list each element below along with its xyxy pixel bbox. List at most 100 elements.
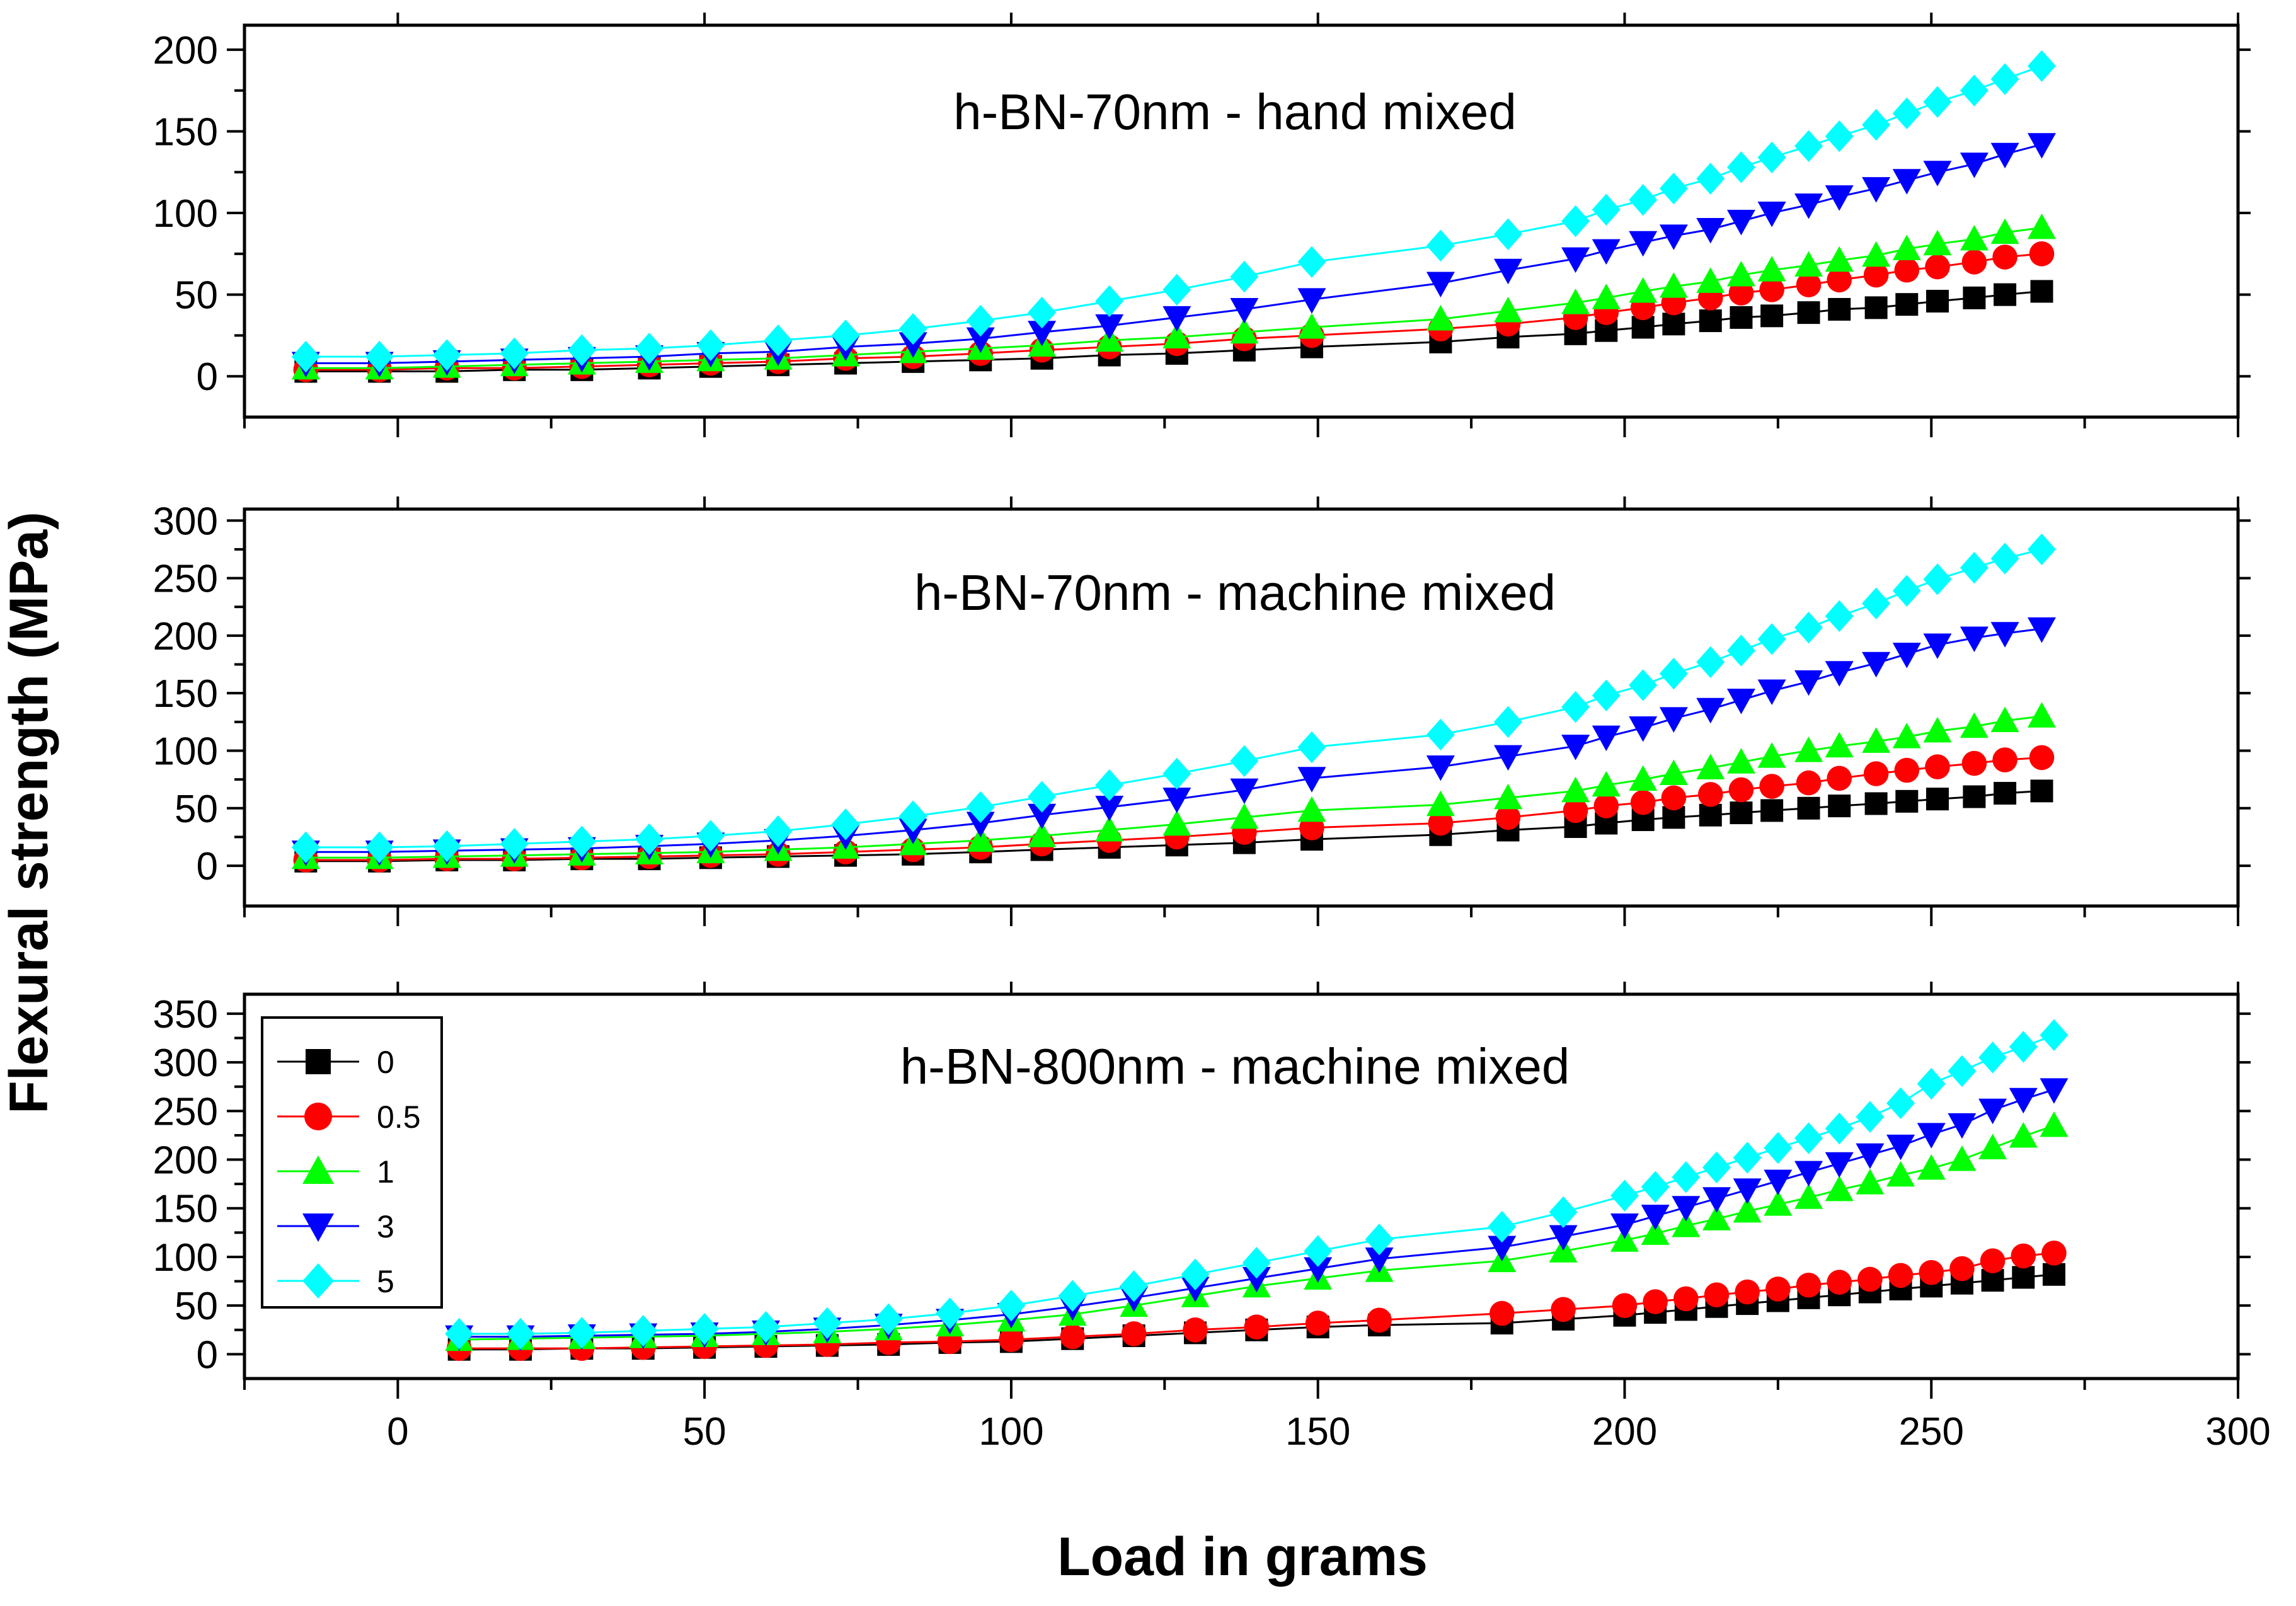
data-point — [1863, 262, 1889, 288]
data-point — [1923, 86, 1952, 118]
data-point — [1925, 754, 1950, 779]
data-point — [1672, 1212, 1701, 1237]
data-point — [1825, 120, 1854, 152]
data-point — [1696, 754, 1725, 779]
data-point — [1863, 761, 1889, 786]
data-point — [1825, 1175, 1854, 1202]
data-point — [2029, 745, 2055, 771]
data-point — [1990, 706, 2019, 732]
data-point — [1297, 767, 1326, 793]
y-tick-label: 250 — [153, 558, 218, 601]
data-point — [1992, 747, 2018, 772]
data-point — [1028, 822, 1057, 847]
data-point — [1961, 750, 1987, 776]
data-point — [1673, 1286, 1699, 1312]
data-point — [1730, 801, 1753, 825]
x-tick-label: 300 — [2205, 1410, 2270, 1454]
y-axis-title: Flexural strength (MPa) — [0, 512, 59, 1114]
data-point — [1794, 611, 1823, 644]
data-point — [2009, 1121, 2038, 1148]
data-point — [1856, 1143, 1885, 1169]
data-point — [1794, 1183, 1823, 1209]
data-point — [1960, 74, 1989, 106]
data-point — [432, 830, 461, 863]
data-point — [1892, 97, 1921, 130]
data-point — [1862, 241, 1891, 267]
data-point — [1702, 1151, 1731, 1184]
data-point — [1886, 1161, 1915, 1187]
data-point — [1978, 1133, 2007, 1159]
data-point — [1994, 283, 2017, 306]
data-point — [1892, 234, 1921, 261]
legend: 0 0.5 1 3 5 — [261, 1016, 443, 1309]
y-tick-label: 200 — [153, 29, 218, 72]
data-point — [898, 800, 927, 832]
data-point — [1726, 210, 1755, 236]
legend-marker — [302, 1213, 334, 1242]
data-point — [1726, 261, 1755, 287]
data-point — [1659, 707, 1688, 733]
data-point — [2011, 1243, 2036, 1269]
data-point — [1696, 267, 1725, 293]
data-point — [1923, 563, 1952, 595]
data-point — [1643, 1289, 1668, 1314]
y-tick-label: 300 — [153, 1041, 218, 1085]
data-point — [1561, 247, 1590, 273]
data-point — [1488, 1210, 1517, 1243]
data-point — [1592, 239, 1621, 265]
data-point — [1696, 163, 1725, 195]
data-point — [1659, 172, 1688, 205]
data-point — [1702, 1187, 1731, 1213]
data-point — [365, 340, 394, 373]
data-point — [629, 1315, 658, 1347]
data-point — [1862, 177, 1891, 203]
legend-label: 0.5 — [377, 1099, 421, 1135]
data-point — [1242, 1266, 1271, 1293]
data-point — [291, 831, 320, 864]
data-point — [696, 820, 725, 852]
y-tick-label: 150 — [153, 1188, 218, 1231]
data-point — [291, 340, 320, 373]
data-point — [2041, 1240, 2067, 1266]
series-5 — [291, 533, 2056, 864]
data-point — [1757, 256, 1786, 282]
data-point — [1764, 1190, 1793, 1216]
data-point — [2009, 1087, 2038, 1114]
data-point — [1561, 735, 1590, 760]
data-point — [1028, 803, 1057, 830]
data-point — [1696, 697, 1725, 724]
data-point — [1426, 755, 1455, 781]
data-point — [898, 332, 927, 358]
data-point — [1629, 231, 1658, 257]
data-point — [1592, 679, 1621, 712]
data-point — [2027, 133, 2056, 159]
y-tick-label: 100 — [153, 192, 218, 236]
data-point — [1857, 1266, 1883, 1292]
data-point — [1162, 323, 1191, 349]
data-point — [1759, 774, 1784, 799]
data-point — [1960, 712, 1989, 738]
data-point — [1699, 309, 1722, 333]
data-point — [1794, 130, 1823, 162]
data-point — [1304, 1235, 1333, 1267]
data-point — [1659, 759, 1688, 785]
data-point — [1862, 727, 1891, 753]
data-point — [966, 812, 995, 838]
data-point — [999, 1327, 1024, 1353]
data-point — [1661, 785, 1687, 811]
data-point — [1990, 142, 2019, 169]
plot-frame — [243, 23, 2240, 419]
y-tick-label: 100 — [153, 730, 218, 773]
data-point — [1892, 643, 1921, 668]
data-point — [1230, 260, 1259, 293]
data-point — [2029, 241, 2055, 267]
legend-marker — [304, 1103, 332, 1130]
data-point — [1960, 551, 1989, 584]
data-point — [1827, 766, 1852, 791]
data-point — [831, 319, 860, 352]
data-point — [1493, 783, 1522, 810]
data-point — [2027, 213, 2056, 239]
